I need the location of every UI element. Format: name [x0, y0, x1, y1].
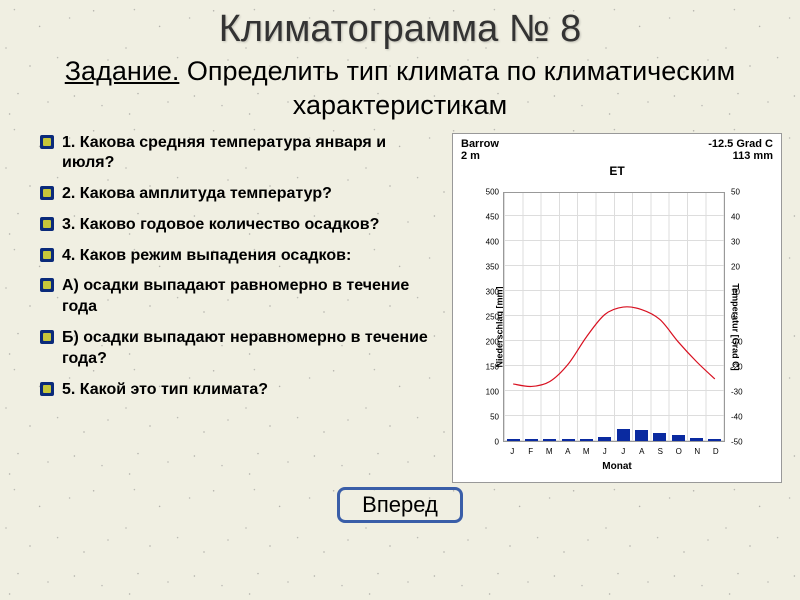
climate-chart: Barrow 2 m -12.5 Grad C 113 mm ET Nieder…	[452, 133, 782, 483]
subtitle-underlined: Задание.	[65, 56, 180, 86]
station-elev: 2 m	[461, 150, 480, 162]
plot-area	[503, 192, 725, 442]
list-item: 3. Каково годовое количество осадков?	[40, 215, 442, 236]
month-tick: J	[503, 447, 522, 456]
bullet-icon	[40, 330, 54, 344]
list-item: 5. Какой это тип климата?	[40, 380, 442, 401]
stat-temp: -12.5 Grad C	[708, 138, 773, 150]
month-tick: A	[559, 447, 578, 456]
forward-button[interactable]: Вперед	[337, 487, 463, 523]
question-text: Б) осадки выпадают неравномерно в течени…	[62, 328, 442, 370]
question-text: 4. Каков режим выпадения осадков:	[62, 246, 351, 267]
month-tick: A	[633, 447, 652, 456]
stat-precip: 113 mm	[733, 150, 773, 162]
page-title: Климатограмма № 8	[0, 0, 800, 51]
month-tick: J	[614, 447, 633, 456]
list-item: 2. Какова амплитуда температур?	[40, 184, 442, 205]
question-text: А) осадки выпадают равномерно в течение …	[62, 276, 442, 318]
subtitle-rest: Определить тип климата по климатическим …	[179, 56, 735, 120]
list-item: Б) осадки выпадают неравномерно в течени…	[40, 328, 442, 370]
chart-area: Niederschlag [mm] Temperatur [Grad C] 50…	[461, 182, 773, 472]
month-tick: O	[670, 447, 689, 456]
month-tick: N	[688, 447, 707, 456]
bullet-icon	[40, 278, 54, 292]
station-name: Barrow	[461, 138, 499, 150]
question-list: 1. Какова средняя температура января и и…	[40, 133, 442, 483]
month-tick: S	[651, 447, 670, 456]
chart-stats: -12.5 Grad C 113 mm	[708, 138, 773, 162]
bullet-icon	[40, 186, 54, 200]
task-subtitle: Задание. Определить тип климата по клима…	[0, 51, 800, 123]
list-item: 1. Какова средняя температура января и и…	[40, 133, 442, 175]
x-axis-label: Monat	[461, 461, 773, 472]
question-text: 2. Какова амплитуда температур?	[62, 184, 332, 205]
month-tick: F	[522, 447, 541, 456]
bullet-icon	[40, 248, 54, 262]
month-tick: D	[707, 447, 726, 456]
x-axis-months: JFMAMJJASOND	[503, 447, 725, 456]
list-item: А) осадки выпадают равномерно в течение …	[40, 276, 442, 318]
y-right-ticks: 50403020100-10-20-30-40-50	[729, 192, 751, 442]
question-text: 1. Какова средняя температура января и и…	[62, 133, 442, 175]
month-tick: J	[596, 447, 615, 456]
chart-title: ET	[461, 164, 773, 178]
y-left-ticks: 500450400350300250200150100500	[479, 192, 501, 442]
chart-station: Barrow 2 m	[461, 138, 499, 162]
month-tick: M	[577, 447, 596, 456]
bullet-icon	[40, 382, 54, 396]
question-text: 5. Какой это тип климата?	[62, 380, 268, 401]
bullet-icon	[40, 217, 54, 231]
temp-line	[504, 193, 724, 441]
question-text: 3. Каково годовое количество осадков?	[62, 215, 379, 236]
month-tick: M	[540, 447, 559, 456]
bullet-icon	[40, 135, 54, 149]
list-item: 4. Каков режим выпадения осадков:	[40, 246, 442, 267]
